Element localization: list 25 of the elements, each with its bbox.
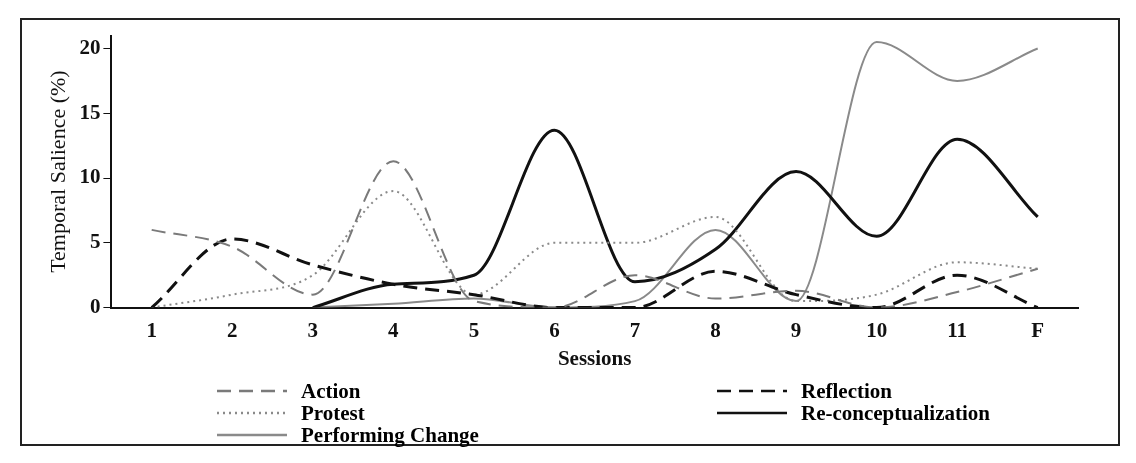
x-tick-label: 10: [866, 317, 888, 342]
x-tick-label: 7: [629, 317, 641, 342]
y-tick-label: 5: [89, 229, 101, 254]
x-axis-title: Sessions: [557, 345, 632, 370]
x-tick-label: 6: [549, 317, 560, 342]
x-tick-label: 5: [468, 317, 480, 342]
legend-label: Action: [301, 379, 361, 403]
legend-label: Re-conceptualization: [801, 401, 990, 425]
y-tick-label: 20: [79, 34, 101, 59]
x-tick-label: 3: [307, 317, 319, 342]
legend-label: Performing Change: [301, 423, 479, 447]
line-series: [150, 160, 1039, 308]
legend-label: Reflection: [801, 379, 892, 403]
x-tick-label: 11: [947, 317, 968, 342]
x-tick-label: 1: [146, 317, 157, 342]
legend-label: Protest: [301, 401, 365, 425]
x-tick-label: 8: [710, 317, 721, 342]
y-tick-label: 15: [79, 99, 101, 124]
x-tick-label: F: [1031, 317, 1045, 342]
x-tick-label: 2: [226, 317, 238, 342]
x-tick-label: 4: [388, 317, 400, 342]
y-tick-label: 0: [89, 294, 101, 319]
y-tick-label: 10: [79, 164, 101, 189]
y-axis-title: Temporal Salience (%): [44, 70, 70, 273]
x-tick-label: 9: [790, 317, 802, 342]
